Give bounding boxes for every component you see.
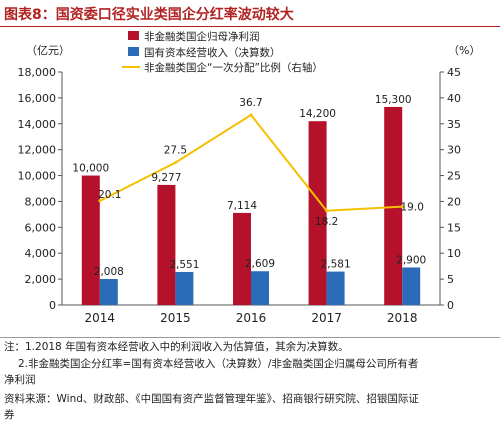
- right-tick-label: 10: [447, 247, 461, 260]
- right-tick-label: 30: [447, 144, 461, 157]
- bar-profit: [384, 106, 403, 305]
- ratio-point: [249, 113, 253, 117]
- ratio-value-label: 18.2: [315, 216, 338, 228]
- left-tick-label: 16,000: [18, 92, 57, 105]
- legend-label-revenue: 国有资本经营收入（决算数）: [144, 46, 281, 59]
- ratio-value-label: 19.0: [401, 202, 424, 214]
- revenue-value-label: 2,581: [321, 259, 351, 271]
- profit-value-label: 15,300: [375, 94, 412, 106]
- left-tick-label: 0: [49, 299, 56, 312]
- bar-revenue: [251, 271, 269, 305]
- left-tick-label: 12,000: [18, 144, 57, 157]
- right-tick-label: 45: [447, 66, 461, 79]
- right-tick-label: 0: [447, 299, 454, 312]
- right-tick-label: 15: [447, 221, 461, 234]
- left-tick-label: 6,000: [25, 221, 57, 234]
- profit-value-label: 9,277: [151, 172, 181, 184]
- x-tick-label: 2016: [236, 311, 267, 325]
- left-tick-label: 14,000: [18, 118, 57, 131]
- right-tick-label: 25: [447, 170, 461, 183]
- note-2: 2.非金融类国企分红率=国有资本经营收入（决算数）/非金融类国企归属母公司所有者: [18, 358, 419, 370]
- bar-revenue: [175, 271, 194, 305]
- left-axis-unit: （亿元）: [26, 44, 70, 57]
- bar-revenue: [326, 271, 345, 305]
- data-labels: 10,000 9,277 7,114 14,200 15,300 2,008 2,551 2,…: [72, 94, 426, 278]
- legend-label-ratio: 非金融类国企“一次分配”比例（右轴）: [144, 61, 323, 74]
- figure-title: 图表8：国资委口径实业类国企分红率波动较大: [4, 7, 294, 23]
- revenue-value-label: 2,609: [245, 258, 275, 270]
- note-1: 注：1.2018 年国有资本经营收入中的利润收入为估算值，其余为决算数。: [4, 341, 349, 353]
- ratio-point: [400, 205, 404, 209]
- legend-swatch-profit: [128, 31, 139, 40]
- bar-profit: [233, 212, 251, 305]
- left-tick-label: 2,000: [25, 273, 57, 286]
- ratio-point: [325, 209, 329, 213]
- right-tick-label: 5: [447, 273, 454, 286]
- x-tick-label: 2014: [85, 311, 116, 325]
- bar-revenue: [99, 279, 118, 305]
- x-tick-label: 2015: [160, 311, 191, 325]
- left-tick-label: 10,000: [18, 170, 57, 183]
- left-tick-label: 8,000: [25, 195, 57, 208]
- title-rule: [0, 26, 500, 27]
- right-tick-label: 20: [447, 195, 461, 208]
- ratio-value-label: 20.1: [98, 189, 121, 201]
- bar-revenue: [402, 267, 421, 305]
- revenue-value-label: 2,900: [396, 254, 426, 266]
- bars: [81, 106, 421, 305]
- x-tick-label: 2017: [311, 311, 342, 325]
- bar-profit: [81, 175, 100, 305]
- x-tick-label: 2018: [387, 311, 418, 325]
- legend-label-profit: 非金融类国企归母净利润: [144, 30, 260, 43]
- left-tick-label: 18,000: [18, 66, 57, 79]
- axes: （亿元） （%） 0 2,000 4,000 6,000 8,000 10,000 12,000…: [18, 44, 481, 325]
- right-tick-label: 40: [447, 92, 461, 105]
- right-axis-unit: （%）: [448, 44, 480, 57]
- left-tick-label: 4,000: [25, 247, 57, 260]
- profit-value-label: 14,200: [299, 108, 336, 120]
- legend-swatch-revenue: [128, 47, 139, 56]
- revenue-value-label: 2,008: [94, 266, 124, 278]
- profit-value-label: 7,114: [227, 200, 257, 212]
- ratio-value-label: 36.7: [239, 97, 262, 109]
- right-tick-label: 35: [447, 118, 461, 131]
- line-layer: [98, 113, 404, 213]
- bar-profit: [308, 121, 327, 305]
- profit-value-label: 10,000: [72, 163, 109, 175]
- bar-profit: [157, 184, 176, 305]
- ratio-value-label: 27.5: [164, 145, 187, 157]
- source-line-cont: 券: [4, 409, 15, 421]
- source-line: 资料来源：Wind、财政部、《中国国有资产监督管理年鉴》、招商银行研究院、招银国…: [4, 393, 419, 405]
- revenue-value-label: 2,551: [169, 259, 199, 271]
- ratio-point: [173, 161, 177, 165]
- ratio-line: [99, 113, 403, 212]
- note-2-cont: 净利润: [4, 374, 36, 386]
- ratio-point: [98, 199, 102, 203]
- footer-rule: [0, 337, 500, 338]
